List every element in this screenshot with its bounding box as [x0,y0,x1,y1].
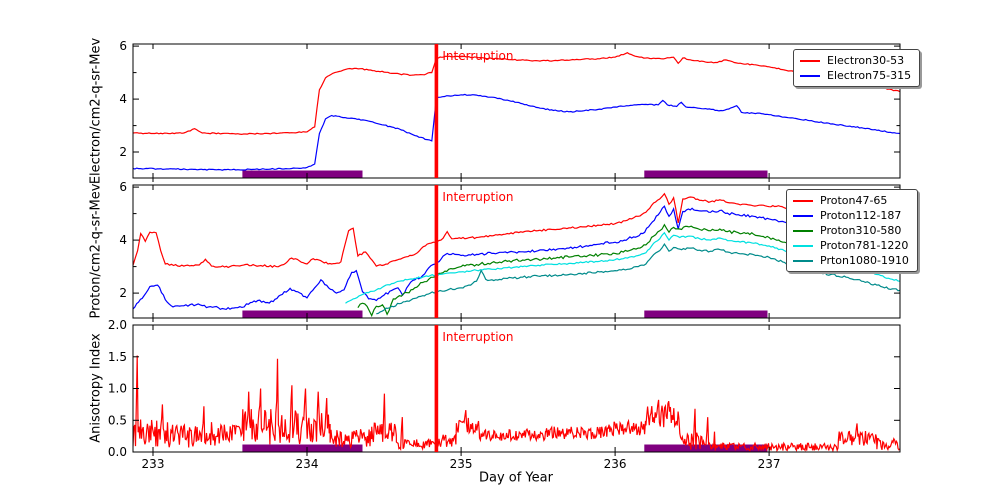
legend-entry: Electron75-315 [800,68,911,83]
y-tick-label: 6 [119,180,127,194]
y-tick-label: 4 [119,92,127,106]
event-bar [644,170,768,178]
legend-entry-label: Electron75-315 [827,69,912,82]
event-bar [242,170,363,178]
legend-entry-label: Proton112-187 [820,209,902,222]
legend-entry-label: Electron30-53 [827,54,905,67]
y-tick-label: 1.0 [108,382,127,396]
y-tick-label: 2 [119,286,127,300]
legend-line-swatch [793,229,813,232]
event-bar [644,444,768,452]
panel-frame [132,43,901,179]
legend-entry: Proton47-65 [793,193,909,208]
legend-entry-label: Proton310-580 [820,224,902,237]
legend-entry-label: Prton1080-1910 [820,254,909,267]
legend-entry: Proton310-580 [793,223,909,238]
interruption-line [434,185,439,318]
legend-line-swatch [793,244,813,247]
y-tick-label: 4 [119,233,127,247]
x-tick-label: 235 [450,457,473,471]
series-line-Electron75-315 [133,93,900,171]
series-line-Anisotropy-Index [133,355,900,452]
y-tick-label: 0.0 [108,445,127,459]
series-line-Proton112-187 [133,205,900,311]
interruption-line [434,325,439,452]
y-tick-label: 0.5 [108,413,127,427]
series-line-Proton47-65 [133,192,900,269]
series-line-Prton1080-1910 [376,242,900,315]
panel-anisotropy: 233 234 235 236 237 0.0 0.5 1.0 1.5 2.0 Interrupti… [108,318,901,471]
legend-proton: Proton47-65 Proton112-187 Proton310-580 Pro… [786,189,918,272]
legend-line-swatch [800,74,820,77]
y-tick-label: 6 [119,39,127,53]
legend-electron: Electron30-53 Electron75-315 [793,49,921,87]
legend-entry: Prton1080-1910 [793,253,909,268]
y-axis-label-anisotropy: Anisotropy Index [88,333,104,443]
y-axis-label-proton: Proton/cm2-q-sr-Mev [88,183,104,319]
x-tick-label: 234 [296,457,319,471]
x-tick-label: 237 [758,457,781,471]
series-line-Electron30-53 [133,52,900,136]
legend-line-swatch [800,59,820,62]
legend-entry: Proton112-187 [793,208,909,223]
panel-proton: 2 4 6 Interruption [119,180,901,322]
interruption-label: Interruption [442,49,513,63]
legend-line-swatch [793,259,813,262]
y-tick-label: 2.0 [108,318,127,332]
event-bar [242,444,363,452]
legend-line-swatch [793,199,813,202]
x-tick-label: 233 [142,457,165,471]
legend-line-swatch [793,214,813,217]
x-axis-label: Day of Year [479,470,553,486]
interruption-label: Interruption [442,190,513,204]
panel-electron: 2 4 6 Interruption [119,39,901,182]
y-tick-label: 2 [119,145,127,159]
y-axis-label-electron: Electron/cm2-q-sr-Mev [88,37,104,185]
legend-entry-label: Proton47-65 [820,194,888,207]
legend-entry: Proton781-1220 [793,238,909,253]
legend-entry-label: Proton781-1220 [820,239,909,252]
x-tick-label: 236 [604,457,627,471]
event-bar [644,310,768,318]
event-bar [242,310,363,318]
interruption-line [434,44,439,178]
legend-entry: Electron30-53 [800,53,911,68]
interruption-label: Interruption [442,330,513,344]
y-tick-label: 1.5 [108,350,127,364]
